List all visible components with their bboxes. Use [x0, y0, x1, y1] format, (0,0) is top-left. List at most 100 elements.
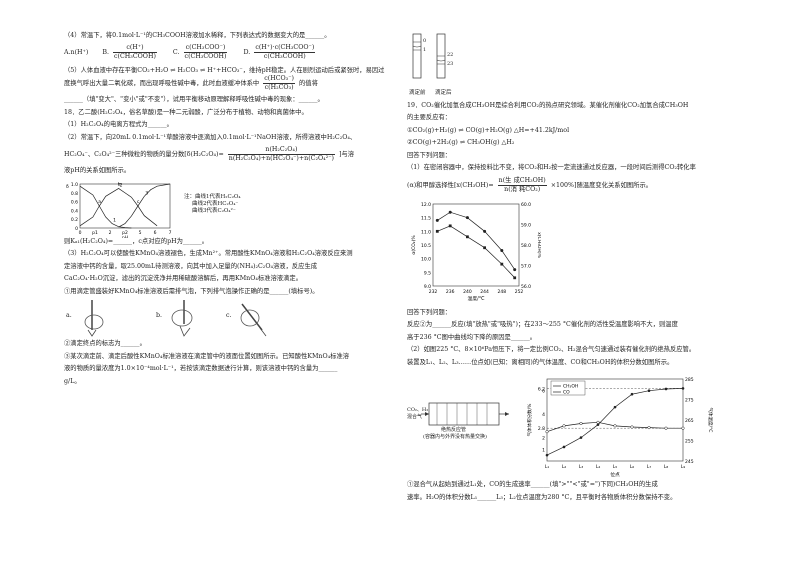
y-tick-label: 6: [542, 389, 545, 395]
q18-part3d: ①用滴定管盛装好KMnO₄标准溶液后需排气泡，下列排气泡操作正确的是______…: [64, 287, 319, 295]
x-tick-label: 2: [109, 230, 112, 236]
x-tick-label: L₁: [545, 464, 550, 470]
x-tick-label: L₄: [596, 464, 601, 470]
reactor-inlet: CO₂、H₂: [407, 407, 429, 414]
y-axis-label: δ: [66, 184, 69, 190]
y-tick-label: 0.8: [71, 191, 78, 197]
x-axis-label: 温度/°C: [468, 295, 486, 302]
option-c-label: c.: [226, 312, 232, 320]
y2-tick-label: 57.0: [521, 264, 531, 270]
y-tick-label: 1.0: [71, 182, 78, 188]
series-label: 1: [113, 218, 116, 224]
x-tick-label: 244: [480, 289, 489, 295]
data-point: [513, 268, 517, 272]
y-axis-label: α(CO₂)%: [411, 235, 417, 255]
data-point: [562, 445, 566, 449]
y-tick-label: 11.0: [421, 229, 431, 235]
data-point: [483, 229, 487, 233]
data-point: [513, 276, 517, 280]
y2-tick-label: 56.0: [521, 284, 531, 290]
x-tick-label: p2: [122, 230, 128, 236]
y-tick-label: 1: [542, 447, 545, 453]
data-point: [448, 224, 452, 228]
data-point: [500, 262, 504, 266]
x-tick-label: L₈: [664, 464, 669, 470]
y2-tick-label: 255: [685, 439, 694, 445]
x-tick-label: L₆: [630, 464, 635, 470]
q18-part3e: ②滴定终点的标志为______。: [64, 340, 146, 348]
series-label: 3: [145, 190, 148, 196]
legend-curve-1: 注：曲线1代表H₂C₂O₄: [184, 193, 241, 200]
q18-part2b: HC₂O₄⁻、C₂O₄²⁻三种微粒的物质的量分数[δ(H₂C₂O₄)= n(H₂…: [64, 146, 355, 163]
data-point: [545, 430, 549, 434]
data-point: [664, 387, 668, 391]
y2-tick-label: 60.0: [521, 202, 531, 208]
y-tick-label: 0.4: [71, 208, 78, 214]
legend-label: CO: [563, 390, 570, 396]
legend-label: CH₃OH: [563, 384, 578, 390]
x-tick-label: 7: [169, 230, 172, 236]
x-tick-label: 232: [429, 289, 438, 295]
x-tick-label: L₂: [562, 464, 567, 470]
q18-part1: （1）H₂C₂O₄的电离方程式为______。: [64, 121, 173, 129]
y-tick-label: 10.5: [421, 243, 431, 249]
q18-part3b: 定溶液中钙的含量，取25.00mL待测溶液，向其中加入足量的(NH₄)₂C₂O₄…: [64, 262, 318, 270]
reactor-tube-image: [421, 402, 509, 426]
y-tick-label: 10.0: [421, 257, 431, 263]
reaction-2: ②CO(g)+2H₂(g) ⇌ CH₃OH(g) △H₂: [407, 139, 515, 147]
series-line: [546, 388, 684, 456]
data-point: [681, 426, 685, 430]
y-tick-label: 9.0: [424, 284, 431, 290]
plot-frame: [432, 203, 520, 287]
point-label: a: [98, 200, 101, 205]
reactor-inlet2: 混合气: [407, 414, 423, 421]
q18-part3c: CaC₂O₄·H₂O沉淀，滤出的沉淀洗净并用稀硫酸溶解后，再用KMnO₄标准溶液…: [64, 275, 302, 283]
q18-part3h: g/L。: [64, 377, 81, 385]
data-point: [681, 387, 685, 390]
data-point: [647, 426, 651, 430]
x-tick-label: L₃: [579, 464, 584, 470]
tick-1: 1: [423, 47, 427, 53]
data-point: [596, 423, 600, 427]
y2-axis-label: x(CH₃OH)%: [536, 232, 541, 258]
x-tick-label: L₉: [681, 464, 686, 470]
series-line: [437, 211, 515, 270]
q18-part3f: ③某次滴定前、滴定后酸性KMnO₄标准溶液在滴定管中的液面位置如图所示。已知酸性…: [64, 352, 350, 360]
data-point: [545, 453, 549, 457]
label-after: 滴定后: [435, 90, 452, 96]
q18-ka: 则Kₐ₁(H₂C₂O₄)=______，c点对应的pH为______。: [64, 237, 209, 245]
chart1-legend: 注：曲线1代表H₂C₂O₄ 曲线2代表HC₂O₄⁻ 曲线3代表C₂O₄²⁻: [184, 194, 241, 215]
x-axis-label: pH: [122, 235, 128, 238]
y2-axis-label: 气体温度/°C: [707, 408, 714, 433]
conversion-temperature-chart: 9.0 9.5 10.0 10.5 11.0 11.5 12.0 56.0 57.0 58.0 59…: [411, 202, 542, 302]
q19-part2a: （2）如图225 °C、8×10⁶Pa恒压下，将一定比例CO₂、H₂混合气匀速通…: [407, 346, 696, 354]
x-tick-label: 6: [154, 230, 157, 236]
q18-part3a: （3）H₂C₂O₄可以使酸性KMnO₄溶液褪色，生成Mn²⁺。常用酸性KMnO₄…: [64, 250, 353, 258]
hand-burette-b-image: [171, 300, 193, 337]
tick-0: 0: [423, 38, 427, 44]
legend-curve-3: 曲线3代表C₂O₄²⁻: [192, 207, 236, 214]
y-tick-label: 2.8: [538, 426, 545, 432]
x-tick-label: 0: [79, 230, 82, 236]
reaction-1: ①CO₂(g)+H₂(g) ⇌ CO(g)+H₂O(g) △H=+41.2kJ/…: [407, 126, 570, 134]
data-point: [500, 248, 504, 252]
legend-curve-2: 曲线2代表HC₂O₄⁻: [192, 200, 239, 207]
right-column: 0 1 22 23 滴定前 滴定后 19．CO₂催化加氢合成CH₃OH是综合利用…: [407, 32, 737, 506]
y-tick-label: 4: [542, 412, 545, 418]
plot-frame: [546, 378, 684, 462]
y-axis-label: 气体体积分数/%: [526, 403, 533, 437]
q4-option-b: B. c(H⁺) c(CH₃COOH): [102, 44, 157, 61]
q19-part1b: (α)和甲醇选择性[x(CH₃OH)= n(生 成CH₃OH) n(消 耗CO₂)…: [407, 176, 653, 193]
pH-distribution-figure: 00.20.40.60.81.00p12p2567pHδ123abc 注：曲线1…: [64, 180, 389, 241]
burette-readings-figure: 0 1 22 23 滴定前 滴定后: [407, 32, 737, 102]
y2-tick-label: 58.0: [521, 243, 531, 249]
data-point: [613, 405, 617, 409]
label-before: 滴定前: [409, 90, 426, 96]
q19-part2c: ①混合气从起始到通过L₁处，CO的生成速率______(填">""<"或"=")…: [407, 481, 658, 489]
x-tick-label: L₅: [613, 464, 618, 470]
x-tick-label: 5: [139, 230, 142, 236]
hand-burette-c-image: [240, 303, 267, 337]
y-tick-label: 0.6: [71, 200, 78, 206]
q18-part2d: 液pH的关系如图所示。: [64, 167, 131, 175]
data-point: [647, 389, 651, 393]
